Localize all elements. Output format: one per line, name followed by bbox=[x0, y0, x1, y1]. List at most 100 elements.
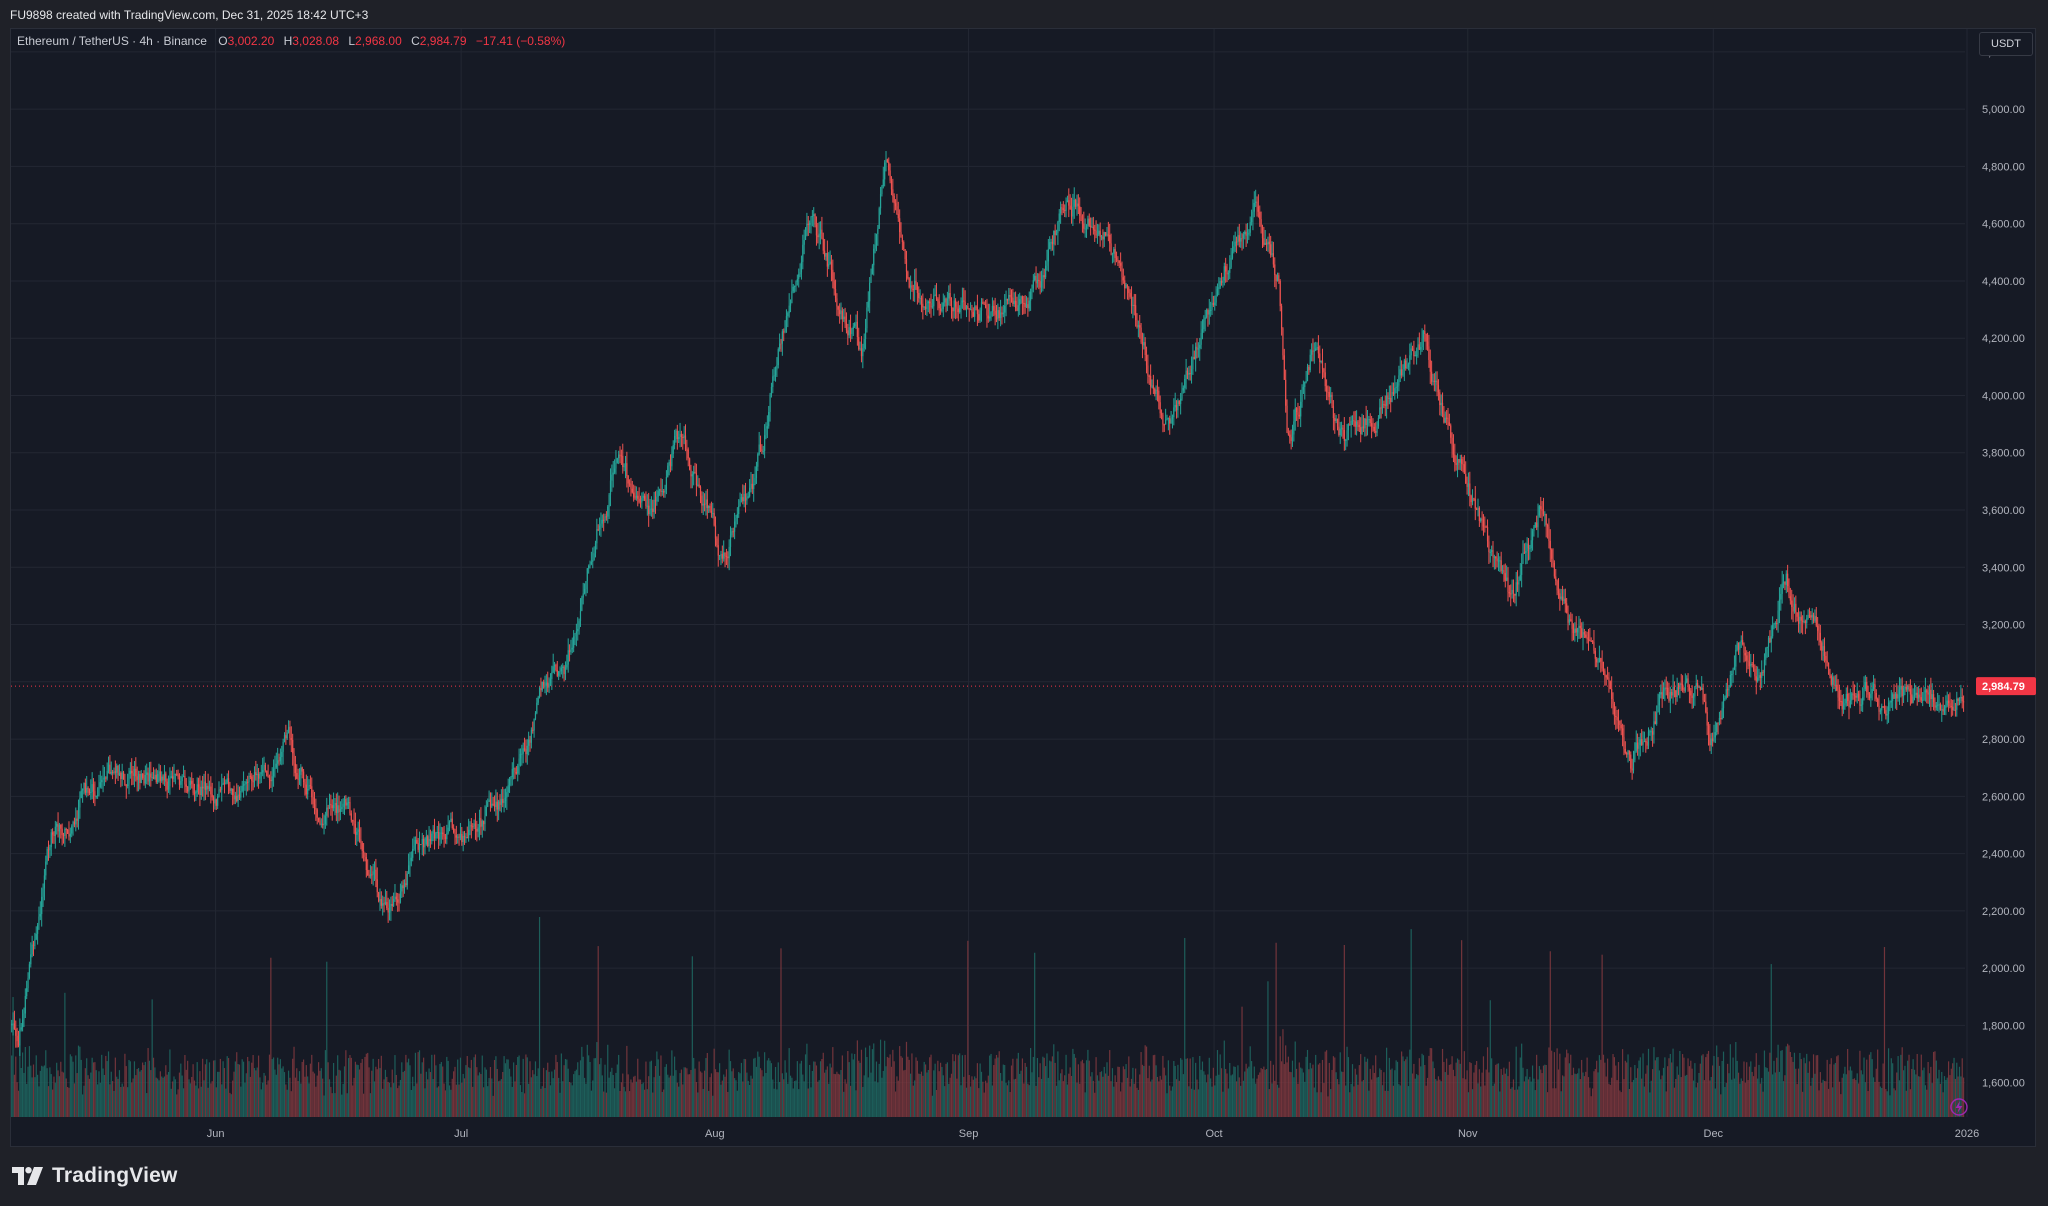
candle-body bbox=[974, 306, 976, 317]
volume-bar bbox=[1410, 929, 1412, 1117]
candle-body bbox=[1398, 375, 1400, 386]
candle-body bbox=[570, 649, 572, 653]
volume-bar bbox=[347, 1058, 350, 1117]
candle-body bbox=[824, 250, 826, 257]
candle-body bbox=[1934, 702, 1936, 708]
candle-body bbox=[1707, 725, 1710, 735]
volume-bar bbox=[924, 1064, 927, 1117]
volume-bar bbox=[270, 957, 272, 1117]
volume-bar bbox=[1458, 1059, 1460, 1117]
candle-body bbox=[1356, 421, 1358, 427]
candle-body bbox=[285, 735, 287, 739]
volume-bar bbox=[731, 1071, 733, 1117]
volume-bar bbox=[1098, 1080, 1100, 1117]
candle-body bbox=[1598, 658, 1600, 663]
volume-bar bbox=[49, 1067, 51, 1117]
candle-body bbox=[1765, 648, 1767, 660]
volume-bar bbox=[1421, 1053, 1423, 1117]
currency-unit-button[interactable]: USDT bbox=[1979, 32, 2033, 56]
volume-bar bbox=[553, 1069, 556, 1117]
volume-bar bbox=[349, 1055, 351, 1117]
candle-body bbox=[818, 233, 820, 238]
volume-bar bbox=[757, 1051, 759, 1117]
volume-bar bbox=[665, 1064, 668, 1117]
volume-bar bbox=[1327, 1096, 1329, 1117]
volume-bar bbox=[1930, 1066, 1932, 1117]
volume-bar bbox=[31, 1077, 33, 1117]
lightning-icon[interactable] bbox=[1950, 1098, 1968, 1116]
candle-body bbox=[673, 435, 676, 446]
volume-bar bbox=[1271, 1083, 1273, 1117]
chart-panel[interactable] bbox=[10, 28, 2036, 1147]
volume-bar bbox=[1137, 1089, 1139, 1117]
candle-body bbox=[1544, 514, 1546, 516]
volume-bar bbox=[369, 1093, 372, 1117]
volume-bar bbox=[899, 1046, 901, 1117]
volume-bar bbox=[1177, 1064, 1179, 1117]
volume-bar bbox=[1204, 1074, 1206, 1117]
candle-body bbox=[918, 292, 920, 299]
candle-body bbox=[1156, 389, 1159, 391]
y-tick-label: 3,600.00 bbox=[1982, 505, 2025, 517]
candle-body bbox=[682, 436, 684, 438]
candle-body bbox=[1290, 437, 1292, 442]
volume-bar bbox=[350, 1057, 352, 1117]
candle-body bbox=[1566, 603, 1568, 613]
candle-body bbox=[61, 828, 63, 835]
volume-bar bbox=[1898, 1080, 1901, 1117]
volume-bar bbox=[1413, 1063, 1415, 1117]
candle-body bbox=[1396, 385, 1399, 388]
candle-body bbox=[435, 832, 437, 839]
candle-body bbox=[1152, 385, 1154, 389]
candle-body bbox=[881, 186, 883, 195]
candle-body bbox=[923, 306, 925, 308]
candle-body bbox=[814, 214, 816, 225]
volume-bar bbox=[1548, 1047, 1550, 1117]
volume-bar bbox=[1377, 1076, 1380, 1117]
volume-bar bbox=[1305, 1056, 1307, 1117]
volume-bar bbox=[1679, 1050, 1681, 1117]
candle-body bbox=[706, 499, 708, 508]
volume-bar bbox=[412, 1076, 414, 1117]
candle-body bbox=[862, 348, 864, 357]
volume-bar bbox=[1695, 1087, 1697, 1117]
candle-body bbox=[1219, 280, 1221, 288]
volume-bar bbox=[17, 1090, 20, 1117]
volume-bar bbox=[976, 1063, 979, 1117]
volume-bar bbox=[855, 1090, 857, 1117]
current-price-tag-bg bbox=[1976, 677, 2036, 696]
volume-bar bbox=[1109, 1050, 1111, 1117]
volume-bar bbox=[811, 1070, 813, 1117]
candle-body bbox=[1552, 558, 1554, 563]
volume-bar bbox=[1175, 1079, 1178, 1117]
candle-body bbox=[1651, 731, 1654, 735]
candle-body bbox=[712, 513, 714, 515]
candle-body bbox=[1766, 646, 1768, 649]
candle-body bbox=[1690, 690, 1692, 696]
volume-bar bbox=[1717, 1057, 1719, 1117]
volume-bar bbox=[1482, 1056, 1485, 1117]
volume-bar bbox=[747, 1080, 749, 1117]
volume-bar bbox=[832, 1047, 834, 1117]
candle-body bbox=[751, 483, 753, 489]
volume-bar bbox=[616, 1064, 618, 1117]
candle-body bbox=[538, 688, 541, 698]
candle-body bbox=[365, 857, 367, 871]
symbol-label[interactable]: Ethereum / TetherUS · 4h · Binance bbox=[17, 34, 207, 48]
volume-bar bbox=[1718, 1065, 1721, 1117]
volume-bar bbox=[1581, 1059, 1583, 1117]
candle-body bbox=[1958, 698, 1961, 701]
volume-bar bbox=[1133, 1083, 1135, 1117]
brand-logo[interactable]: TradingView bbox=[12, 1164, 178, 1188]
candle-body bbox=[1139, 325, 1141, 328]
candle-body bbox=[998, 310, 1000, 319]
volume-bar bbox=[1946, 1077, 1948, 1117]
attribution-text: FU9898 created with TradingView.com, Dec… bbox=[10, 8, 369, 22]
candle-body bbox=[468, 829, 470, 839]
volume-bar bbox=[428, 1068, 430, 1117]
candle-body bbox=[67, 829, 69, 834]
candle-body bbox=[848, 327, 850, 336]
chart-canvas[interactable]: 5,200.005,000.004,800.004,600.004,400.00… bbox=[0, 0, 2048, 1150]
ohlc-legend: Ethereum / TetherUS · 4h · Binance O3,00… bbox=[17, 34, 571, 48]
volume-bar bbox=[1852, 1079, 1854, 1117]
